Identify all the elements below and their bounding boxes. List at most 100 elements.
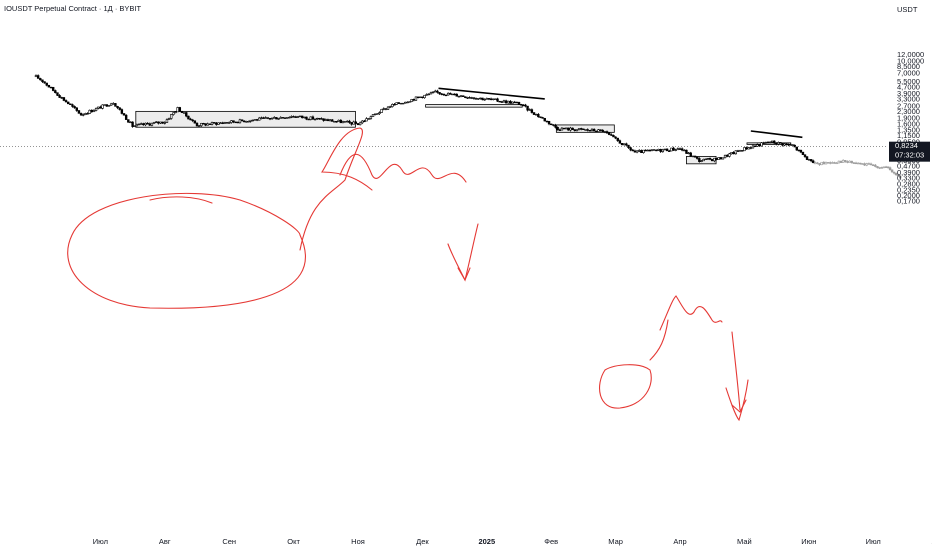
candle <box>238 118 242 124</box>
candle <box>539 116 542 119</box>
candle-body <box>629 147 632 151</box>
candle <box>176 106 179 113</box>
candle-body <box>43 81 46 84</box>
candle-body <box>498 100 501 103</box>
candle <box>354 121 358 124</box>
candle <box>468 96 471 99</box>
candle <box>266 117 270 120</box>
candle <box>442 93 446 96</box>
candle <box>324 118 327 122</box>
candle-body <box>378 112 381 115</box>
time-tick-label: Мар <box>608 537 623 546</box>
candle <box>472 97 476 100</box>
candle <box>434 89 437 93</box>
candle <box>846 160 849 164</box>
candle-body <box>809 159 813 162</box>
candle-body <box>704 158 707 160</box>
candle-body <box>672 147 675 151</box>
candle-body <box>217 122 220 125</box>
candle-body <box>264 117 267 119</box>
range-box <box>686 156 717 165</box>
candle <box>223 121 227 124</box>
candle-body <box>56 92 59 96</box>
candle <box>479 97 482 100</box>
candle-body <box>777 142 780 145</box>
candle-body <box>34 75 38 78</box>
candle-body <box>384 108 388 110</box>
candle-body <box>477 98 480 100</box>
candle-body <box>230 120 233 123</box>
range-box <box>135 110 356 128</box>
candle <box>730 152 733 155</box>
candle-body <box>687 152 690 154</box>
candle <box>112 102 115 105</box>
candle <box>756 143 759 147</box>
candle <box>73 105 76 109</box>
candle <box>228 121 231 124</box>
candle-body <box>519 104 523 106</box>
candle-body <box>824 162 828 165</box>
candle-body <box>60 97 63 99</box>
candle-body <box>869 163 873 166</box>
candle-body <box>753 145 757 148</box>
candle-body <box>144 122 147 126</box>
candle-body <box>592 128 596 132</box>
candle <box>172 112 175 116</box>
candle-body <box>793 144 796 148</box>
candle-body <box>850 160 853 164</box>
candle-body <box>114 103 117 107</box>
candle-body <box>240 119 244 122</box>
candle <box>335 121 338 123</box>
candle-body <box>700 160 703 162</box>
candle <box>382 107 385 111</box>
candle-body <box>599 129 602 131</box>
candle <box>689 151 692 158</box>
candle <box>876 166 879 169</box>
price-tick-label: 7,0000 <box>897 69 920 78</box>
candle <box>726 154 729 158</box>
candle-body <box>39 78 42 81</box>
candle-body <box>779 142 782 144</box>
candle <box>236 121 239 124</box>
candle <box>36 74 40 79</box>
candle <box>826 162 830 164</box>
candle <box>547 120 551 126</box>
candle-body <box>691 155 695 158</box>
candle-body <box>225 122 229 124</box>
candle <box>253 119 257 121</box>
annotation-stroke <box>731 331 747 413</box>
candle-body <box>713 157 716 162</box>
candle-body <box>133 125 136 127</box>
candle <box>474 97 478 100</box>
candle-body <box>167 118 171 120</box>
candle-body <box>811 160 815 163</box>
candle <box>129 121 132 124</box>
candle-body <box>760 142 763 147</box>
candle-body <box>404 101 407 104</box>
annotation-stroke <box>149 196 213 204</box>
candle-body <box>884 166 888 168</box>
candle <box>77 110 81 114</box>
time-axis[interactable]: Июл Авг Сен Окт Ноя Дек 2025 Фев Мар Апр Май Июн Июл… <box>93 537 932 546</box>
candle-body <box>492 98 495 100</box>
candle <box>500 100 504 103</box>
candle-body <box>195 122 199 127</box>
candle-body <box>251 119 255 122</box>
candle <box>92 109 96 113</box>
candle-body <box>425 94 428 96</box>
candle <box>309 116 312 121</box>
candle-body <box>528 109 531 111</box>
candle <box>801 151 805 156</box>
candle <box>436 89 439 94</box>
candle <box>260 116 263 120</box>
candle-body <box>69 103 72 106</box>
candle <box>94 107 98 112</box>
time-tick-label: Фев <box>544 537 558 546</box>
candle-body <box>464 96 467 98</box>
candle-body <box>668 150 671 152</box>
candle-body <box>648 149 652 152</box>
candle-body <box>612 135 615 138</box>
candle-body <box>109 103 113 106</box>
candle-body <box>524 104 527 107</box>
